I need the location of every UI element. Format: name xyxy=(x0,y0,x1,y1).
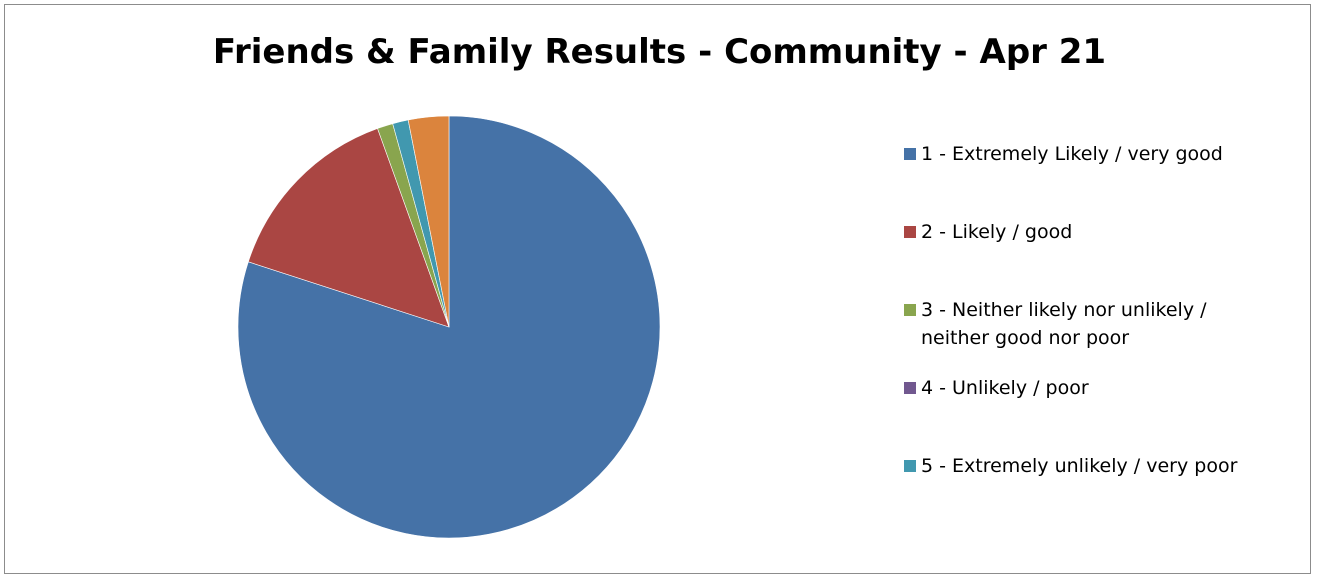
legend-item-1: 1 - Extremely Likely / very good xyxy=(904,140,1301,168)
legend-swatch-5 xyxy=(904,460,916,472)
legend-swatch-3 xyxy=(904,304,916,316)
legend-item-5: 5 - Extremely unlikely / very poor xyxy=(904,452,1301,480)
legend-swatch-1 xyxy=(904,148,916,160)
legend-label-1: 1 - Extremely Likely / very good xyxy=(921,143,1223,165)
legend-swatch-4 xyxy=(904,382,916,394)
legend-swatch-2 xyxy=(904,226,916,238)
pie-slices xyxy=(237,115,661,539)
pie-slice-2 xyxy=(247,128,450,328)
legend-item-2: 2 - Likely / good xyxy=(904,218,1301,246)
legend-label-4: 4 - Unlikely / poor xyxy=(921,377,1089,399)
legend-label-3: 3 - Neither likely nor unlikely / neithe… xyxy=(921,299,1207,349)
chart-frame xyxy=(4,4,1311,574)
legend-label-5: 5 - Extremely unlikely / very poor xyxy=(921,455,1238,477)
chart-title: Friends & Family Results - Community - A… xyxy=(212,32,1107,72)
legend-item-3: 3 - Neither likely nor unlikely / neithe… xyxy=(904,296,1301,352)
legend-label-2: 2 - Likely / good xyxy=(921,221,1073,243)
legend-item-4: 4 - Unlikely / poor xyxy=(904,374,1301,402)
pie-slice-6 xyxy=(407,115,450,328)
